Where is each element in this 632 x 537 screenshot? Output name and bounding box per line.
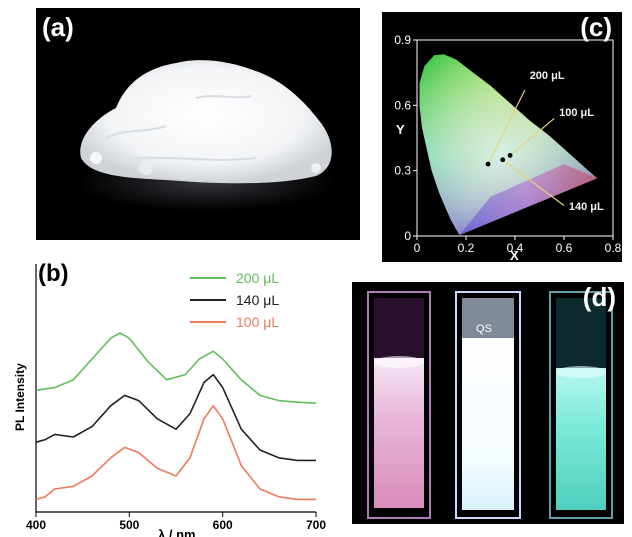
pl-x-tick-label: 400 [26,518,46,532]
cuvette-pink [367,291,431,519]
cie-chart: 0 0.2 0.4 0.6 0.8 0 0.3 0.6 0.9 200 μL 140 μL 100 … [394,33,622,262]
pl-series-line-0 [35,332,317,404]
cuvettes-image: QS 10.00mm [367,291,613,519]
cie-point [500,157,506,163]
cie-x-tick-label: 0 [414,241,421,255]
cie-horseshoe [419,54,598,235]
pl-x-tick-label: 700 [306,518,326,532]
cie-annotation-label: 100 μL [559,107,594,119]
pl-chart: 400 500 600 700 200 μL 140 μL 100 μL PL Inten… [13,264,326,537]
panel-d-cuvettes-photo: QS 10.00mm (d) [352,282,624,524]
pl-legend-label: 140 μL [236,292,279,308]
cie-annotation-arrow [502,159,565,206]
pl-legend-label: 200 μL [236,270,279,286]
cie-y-tick-label: 0.9 [394,33,411,47]
panel-a-label: (a) [42,12,74,42]
cie-y-tick-label: 0.6 [394,98,411,112]
panel-c-cie-diagram: 0 0.2 0.4 0.6 0.8 0 0.3 0.6 0.9 200 μL 140 μL 100 … [382,12,622,262]
pl-y-axis-label: PL Intensity [13,363,27,431]
cie-x-axis-label: X [510,248,519,262]
cie-y-tick-label: 0 [404,229,411,243]
panel-d-label: (d) [582,282,616,312]
panel-a-powder-photo: (a) [36,8,360,240]
powder-image [76,60,336,211]
cie-annotation-arrow [487,89,526,165]
panel-c-label: (c) [580,12,612,42]
cie-point [507,153,513,158]
panel-b-label: (b) [38,260,69,287]
pl-x-axis-label: λ / nm [158,527,196,537]
cie-x-tick-label: 0.4 [507,241,524,255]
pl-legend-label: 100 μL [236,314,279,330]
cuvette-white [455,291,521,519]
cie-x-tick-label: 0.8 [605,241,622,255]
cie-region-purple [459,164,598,235]
panel-b-pl-spectra: 400 500 600 700 200 μL 140 μL 100 μL PL Inten… [0,256,340,537]
cuvette-cyan [549,291,613,519]
pl-series-line-1 [35,373,316,462]
cie-annotation-arrow [509,117,555,156]
pl-x-tick-label: 600 [213,518,233,532]
cie-x-tick-label: 0.6 [556,241,573,255]
cie-point [485,161,491,167]
cuvette-pathlength-text: 10.00mm [466,339,495,346]
cie-y-tick-label: 0.3 [394,164,411,178]
cie-annotation-label: 140 μL [569,201,604,213]
pl-x-tick-label: 500 [119,518,139,532]
cie-annotation-label: 200 μL [530,70,565,82]
cie-x-tick-label: 0.2 [458,241,475,255]
cie-y-axis-label: Y [396,122,405,137]
pl-series-line-2 [35,405,316,501]
cuvette-qs-text: QS [476,323,492,335]
